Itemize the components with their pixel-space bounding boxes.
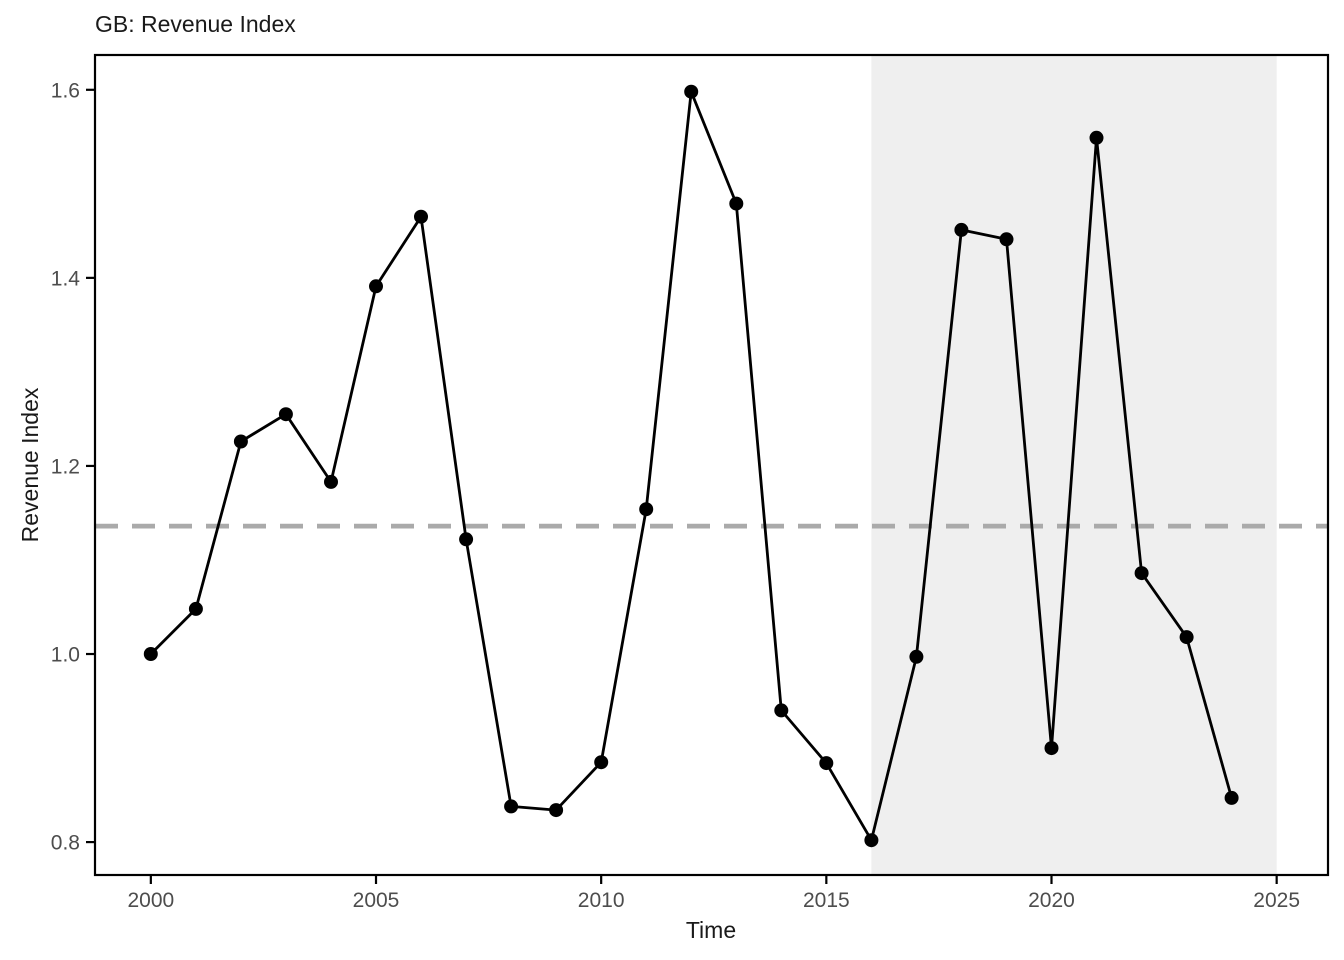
y-tick-label: 0.8 [51, 832, 80, 855]
data-point-2023 [1179, 630, 1194, 645]
data-point-2015 [819, 756, 834, 771]
panel-border [93, 53, 1330, 877]
data-point-2019 [999, 232, 1014, 247]
chart-layers: 2000 2005 2010 2015 2020 2025 1.6 1.4 1.2 1.0 0.8 [51, 56, 1328, 912]
data-point-2001 [188, 601, 203, 616]
chart-title: GB: Revenue Index [95, 11, 296, 37]
data-point-2010 [594, 755, 609, 770]
data-point-2002 [233, 434, 248, 449]
data-point-2008 [504, 799, 519, 814]
data-point-2009 [549, 803, 564, 818]
data-point-2016 [864, 833, 879, 848]
x-tick-label: 2005 [353, 889, 400, 912]
y-axis-title: Revenue Index [17, 387, 43, 542]
data-point-2013 [729, 196, 744, 211]
y-tick-label: 1.6 [51, 79, 80, 102]
data-point-2017 [909, 649, 924, 664]
data-point-2004 [324, 474, 338, 489]
data-point-2014 [774, 703, 789, 718]
data-point-2003 [278, 407, 293, 422]
x-tick-label: 2020 [1028, 889, 1075, 912]
data-point-2024 [1224, 790, 1239, 805]
y-tick-label: 1.2 [51, 455, 80, 478]
data-point-2022 [1134, 566, 1149, 581]
y-tick-label: 1.0 [51, 644, 80, 667]
forecast-shaded-region [871, 56, 1277, 874]
x-tick-label: 2025 [1253, 889, 1300, 912]
x-tick-label: 2010 [578, 889, 625, 912]
y-tick-label: 1.4 [51, 267, 81, 290]
data-point-2020 [1044, 741, 1059, 756]
data-point-2000 [143, 647, 158, 661]
x-tick-label: 2000 [127, 889, 174, 912]
data-point-2005 [369, 279, 383, 294]
data-point-2012 [684, 84, 699, 99]
data-point-2021 [1089, 130, 1104, 145]
data-point-2007 [459, 532, 474, 547]
x-tick-label: 2015 [803, 889, 850, 912]
data-point-2006 [414, 209, 428, 224]
data-point-2018 [954, 222, 969, 237]
data-point-2011 [639, 502, 654, 517]
x-axis-title: Time [686, 917, 736, 943]
